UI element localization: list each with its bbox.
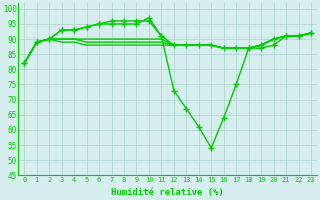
X-axis label: Humidité relative (%): Humidité relative (%) xyxy=(111,188,224,197)
